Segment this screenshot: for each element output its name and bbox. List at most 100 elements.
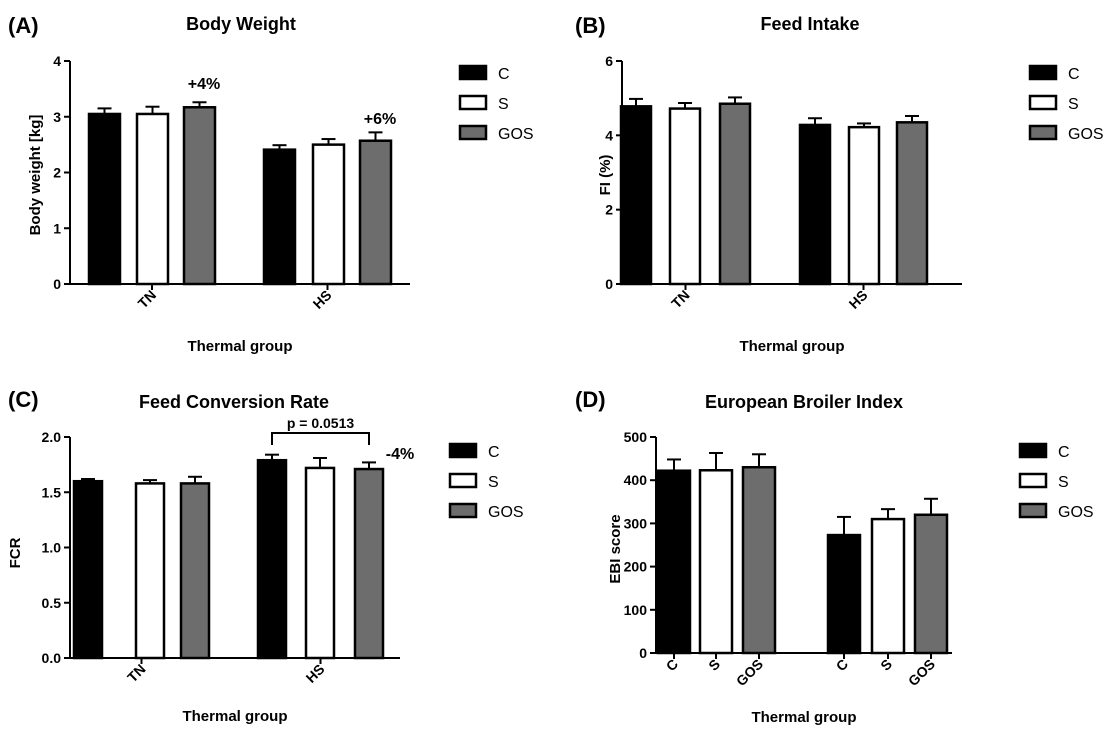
x-axis-label: Thermal group	[739, 338, 844, 355]
legend-label-c: C	[488, 444, 500, 461]
x-tick-label: TN	[124, 661, 149, 686]
bar-s-g2	[304, 466, 336, 660]
bar-s-g2	[870, 517, 906, 655]
y-tick-label: 3	[53, 109, 61, 125]
bar-c-g1	[619, 105, 653, 286]
bar-s-g2	[311, 143, 346, 286]
y-tick-label: 200	[624, 559, 648, 575]
bar-gos-g1	[182, 106, 217, 286]
legend-swatch-s	[1018, 472, 1048, 489]
legend-label-c: C	[1058, 444, 1070, 461]
legend-label-c: C	[1068, 66, 1080, 83]
bar-c-g1	[72, 479, 104, 660]
y-tick-label: 0	[53, 276, 61, 292]
panel-label: (A)	[8, 13, 39, 38]
legend-label-s: S	[1058, 474, 1069, 491]
chart-title: Feed Conversion Rate	[139, 392, 329, 412]
chart-d-svg: (D) European Broiler Index 0 100 200 300 400 50…	[575, 387, 1094, 726]
significance-bracket	[271, 432, 370, 445]
y-axis-label: FI (%)	[597, 155, 614, 196]
bar-gos-g2	[358, 139, 393, 286]
bar-c-g2	[262, 148, 297, 286]
legend-swatch-gos	[458, 124, 488, 141]
legend-swatch-gos	[1018, 502, 1048, 519]
y-tick-label: 2.0	[42, 429, 62, 445]
bar-s-g1	[698, 469, 734, 655]
legend-swatch-s	[448, 472, 478, 489]
y-tick-label: 1.5	[42, 484, 62, 500]
x-axis-label: Thermal group	[182, 708, 287, 725]
annotation-plus4: +4%	[188, 76, 220, 93]
panel-c: (C) Feed Conversion Rate 0.0 0.5 1.0 1.5 2.0 FC…	[0, 364, 552, 728]
y-tick-label: 500	[624, 429, 648, 445]
chart-title: Body Weight	[186, 14, 296, 34]
legend-swatch-s	[1028, 94, 1058, 111]
x-tick-label: GOS	[733, 656, 766, 689]
legend-label-gos: GOS	[488, 504, 524, 521]
legend-swatch-gos	[448, 502, 478, 519]
panel-label: (B)	[575, 13, 606, 38]
y-tick-label: 4	[53, 53, 61, 69]
x-tick-label: HS	[310, 287, 335, 312]
bar-c-g2	[826, 533, 862, 655]
x-tick-label: S	[877, 656, 895, 674]
y-tick-label: 1	[53, 220, 61, 236]
legend-swatch-gos	[1028, 124, 1058, 141]
y-tick-label: 6	[605, 53, 613, 69]
y-axis-label: FCR	[7, 537, 24, 568]
legend-label-s: S	[488, 474, 499, 491]
y-tick-label: 2	[605, 202, 613, 218]
bar-gos-g2	[895, 121, 929, 286]
x-tick-label: TN	[135, 287, 160, 312]
panel-b: (B) Feed Intake 0 2 4 6 FI (%) TN HS Thermal grou…	[552, 0, 1104, 364]
y-tick-label: 400	[624, 472, 648, 488]
legend-swatch-c	[1018, 442, 1048, 459]
x-tick-label: HS	[303, 661, 328, 686]
bar-gos-g1	[179, 482, 211, 660]
legend-label-gos: GOS	[1058, 504, 1094, 521]
y-tick-label: 2	[53, 165, 61, 181]
bar-gos-g2	[353, 467, 385, 660]
bar-c-g2	[798, 123, 832, 286]
y-tick-label: 4	[605, 127, 613, 143]
x-tick-label: HS	[846, 287, 871, 312]
y-tick-label: 100	[624, 602, 648, 618]
x-axis-label: Thermal group	[187, 338, 292, 355]
chart-c-svg: (C) Feed Conversion Rate 0.0 0.5 1.0 1.5 2.0 FC…	[7, 387, 524, 725]
y-axis-label: EBI score	[607, 514, 624, 583]
y-tick-label: 0.5	[42, 595, 62, 611]
bar-gos-g1	[741, 465, 777, 655]
p-value-label: p = 0.0513	[287, 415, 355, 431]
x-axis-label: Thermal group	[751, 709, 856, 726]
bar-c-g1	[656, 469, 692, 655]
x-tick-label: C	[663, 656, 681, 674]
annotation-plus6: +6%	[364, 111, 396, 128]
bar-c-g1	[87, 112, 122, 286]
legend-swatch-c	[1028, 64, 1058, 81]
panel-d: (D) European Broiler Index 0 100 200 300 400 50…	[552, 364, 1104, 728]
legend-swatch-c	[448, 442, 478, 459]
legend-label-gos: GOS	[498, 126, 534, 143]
x-tick-label: TN	[668, 287, 693, 312]
chart-title: Feed Intake	[760, 14, 859, 34]
panel-a: (A) Body Weight 0 1 2 3 4 Body weight [kg] TN HS T…	[0, 0, 552, 364]
legend-swatch-s	[458, 94, 488, 111]
chart-b-svg: (B) Feed Intake 0 2 4 6 FI (%) TN HS Thermal grou…	[575, 13, 1104, 355]
legend-label-c: C	[498, 66, 510, 83]
bar-gos-g2	[913, 513, 949, 655]
x-tick-label: C	[833, 656, 851, 674]
legend-label-gos: GOS	[1068, 126, 1104, 143]
bar-gos-g1	[718, 102, 752, 286]
y-axis-label: Body weight [kg]	[27, 115, 44, 236]
panel-label: (D)	[575, 387, 606, 412]
y-tick-label: 0.0	[42, 650, 62, 666]
panel-label: (C)	[8, 387, 39, 412]
bar-s-g2	[847, 125, 881, 286]
y-tick-label: 1.0	[42, 540, 62, 556]
legend-swatch-c	[458, 64, 488, 81]
legend-label-s: S	[498, 96, 509, 113]
y-tick-label: 300	[624, 515, 648, 531]
chart-title: European Broiler Index	[705, 392, 903, 412]
bar-c-g2	[256, 458, 288, 660]
